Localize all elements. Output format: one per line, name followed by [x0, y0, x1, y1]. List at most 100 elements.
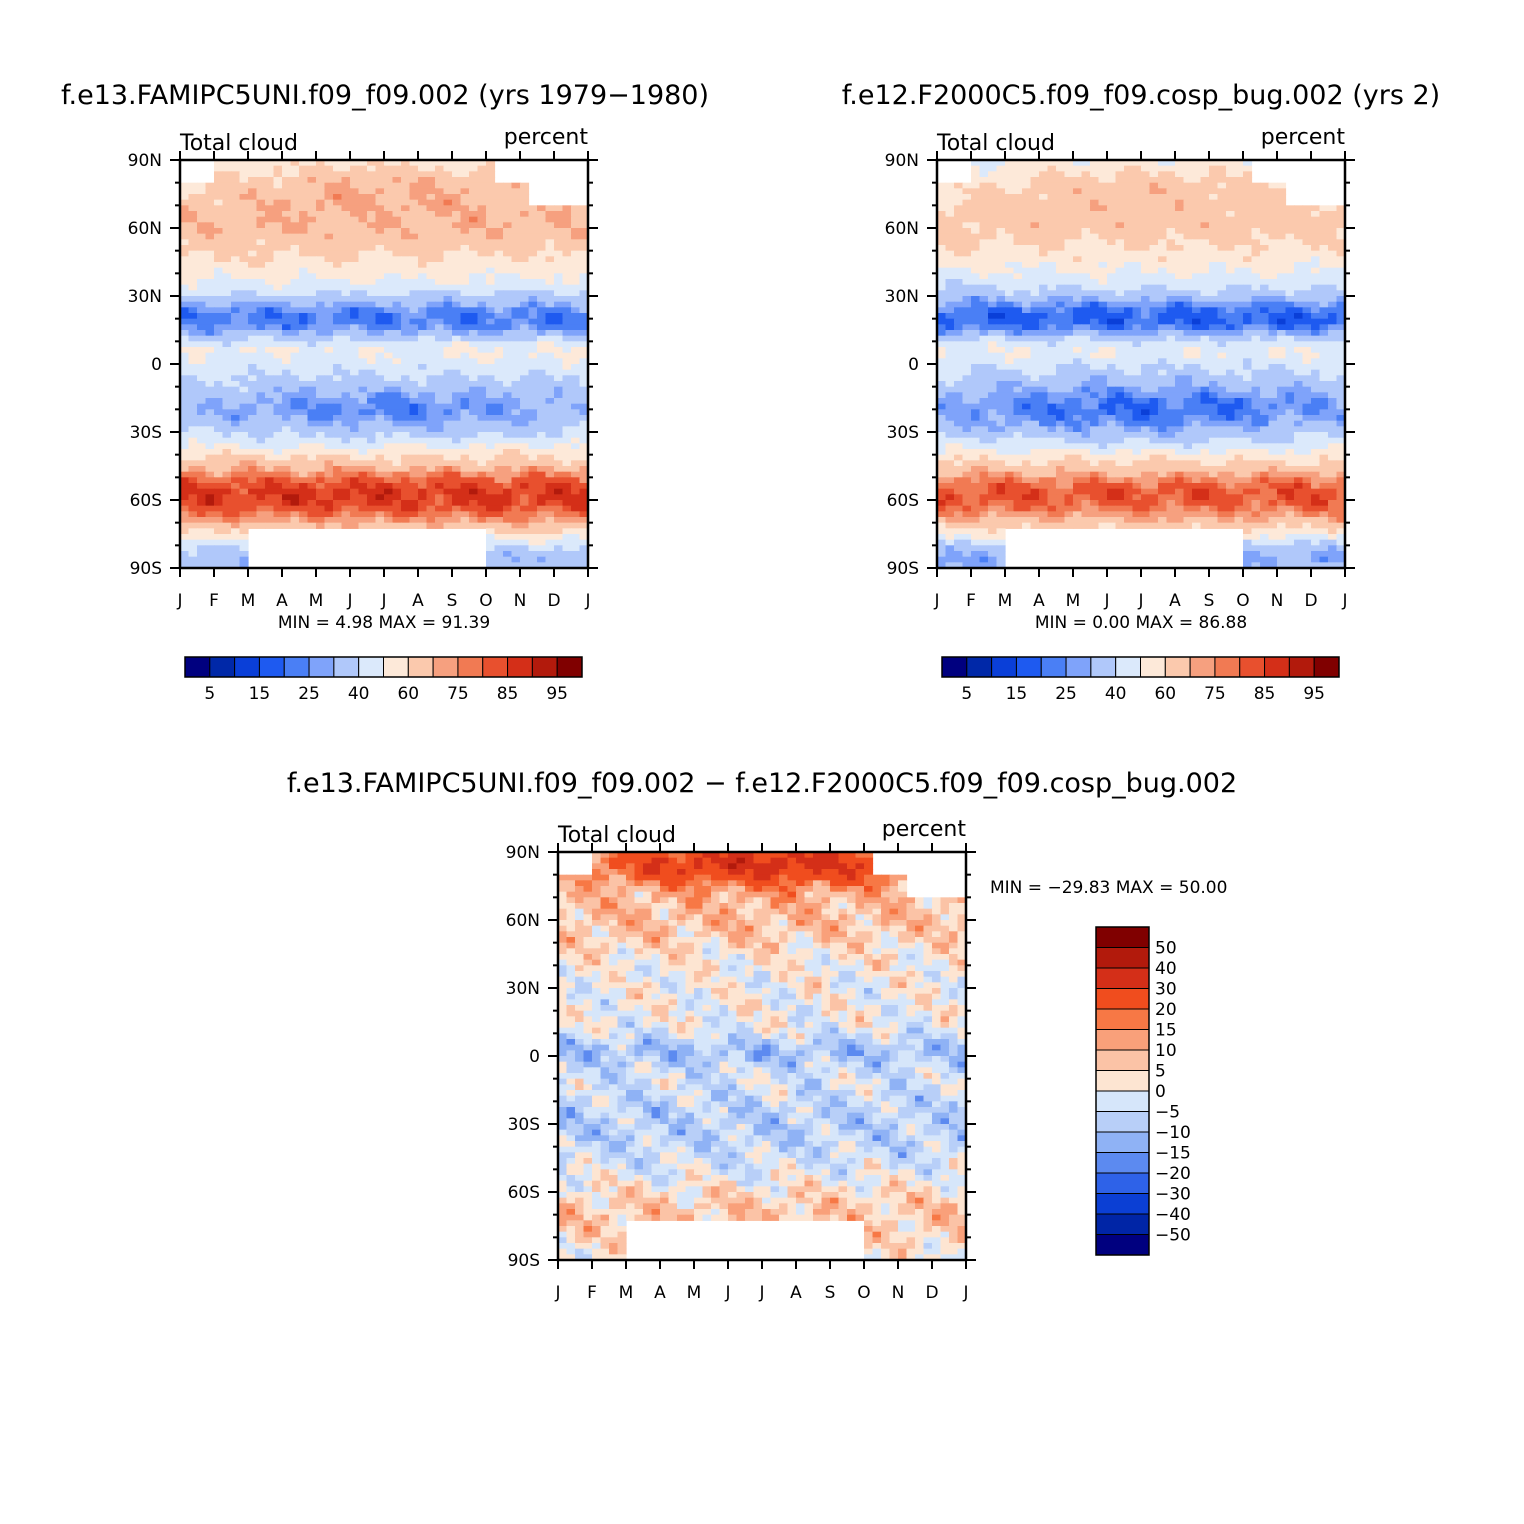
cell	[460, 347, 470, 354]
cell	[579, 426, 589, 433]
cell	[520, 420, 530, 427]
cell	[299, 409, 309, 416]
cell	[503, 528, 513, 535]
cell	[375, 324, 385, 331]
cell	[520, 398, 530, 405]
cell	[1005, 296, 1015, 303]
cell	[231, 182, 241, 189]
cell	[367, 403, 377, 410]
cell	[469, 290, 479, 297]
cell	[1098, 165, 1108, 172]
cell	[358, 500, 368, 507]
cell	[418, 500, 428, 507]
cell	[1098, 228, 1108, 235]
cell	[503, 415, 513, 422]
cell	[350, 358, 360, 365]
cell	[1056, 330, 1066, 337]
cell	[426, 211, 436, 218]
cell	[511, 352, 521, 359]
cell	[1328, 318, 1338, 325]
cell	[248, 369, 258, 376]
cell	[1030, 177, 1040, 184]
cell	[486, 284, 496, 291]
cell	[307, 358, 317, 365]
cell	[1022, 290, 1032, 297]
cell	[273, 454, 283, 461]
cell	[511, 420, 521, 427]
cell	[1149, 222, 1159, 229]
cell	[197, 375, 207, 382]
cell	[316, 307, 326, 314]
cell	[1141, 273, 1151, 280]
cell	[282, 296, 292, 303]
cell	[1209, 222, 1219, 229]
cell	[401, 188, 411, 195]
cell	[307, 211, 317, 218]
cell	[1073, 199, 1083, 206]
cell	[537, 335, 547, 342]
cell	[528, 279, 538, 286]
cell	[1243, 330, 1253, 337]
cell	[409, 505, 419, 512]
cell	[562, 398, 572, 405]
cell	[358, 245, 368, 252]
cell	[392, 483, 402, 490]
cell	[205, 460, 215, 467]
cell	[1047, 364, 1057, 371]
cell	[1039, 307, 1049, 314]
cell	[971, 296, 981, 303]
cell	[1141, 188, 1151, 195]
cell	[1141, 205, 1151, 212]
x-tick-label: J	[584, 591, 590, 611]
cell	[222, 375, 232, 382]
cell	[426, 205, 436, 212]
cell	[528, 534, 538, 541]
cell	[290, 517, 300, 524]
cell	[1319, 335, 1329, 342]
cell	[231, 279, 241, 286]
cell	[222, 369, 232, 376]
cell	[1226, 256, 1236, 263]
cell	[477, 483, 487, 490]
cell	[494, 409, 504, 416]
cell	[180, 449, 190, 456]
cell	[1311, 250, 1321, 257]
cell	[452, 307, 462, 314]
cell	[452, 460, 462, 467]
cell	[1064, 205, 1074, 212]
cell	[554, 335, 564, 342]
cell	[1192, 177, 1202, 184]
cell	[1251, 256, 1261, 263]
cell	[1158, 313, 1168, 320]
cell	[384, 313, 394, 320]
cell	[1141, 199, 1151, 206]
cell	[222, 279, 232, 286]
cell	[384, 494, 394, 501]
cell	[205, 528, 215, 535]
cell	[239, 477, 249, 484]
cell	[971, 318, 981, 325]
cell	[290, 318, 300, 325]
cell	[180, 296, 190, 303]
cell	[452, 245, 462, 252]
cell	[511, 364, 521, 371]
cell	[1277, 347, 1287, 354]
cell	[537, 250, 547, 257]
cell	[290, 471, 300, 478]
cell	[954, 250, 964, 257]
cell	[375, 358, 385, 365]
cell	[273, 313, 283, 320]
cell	[324, 347, 334, 354]
cell	[1251, 222, 1261, 229]
cell	[537, 460, 547, 467]
cell	[435, 290, 445, 297]
x-tick-label: M	[309, 591, 324, 611]
cell	[239, 449, 249, 456]
cell	[579, 517, 589, 524]
cell	[1183, 341, 1193, 348]
cell	[307, 267, 317, 274]
cell	[1132, 279, 1142, 286]
cell	[205, 290, 215, 297]
cell	[511, 443, 521, 450]
cell	[256, 420, 266, 427]
